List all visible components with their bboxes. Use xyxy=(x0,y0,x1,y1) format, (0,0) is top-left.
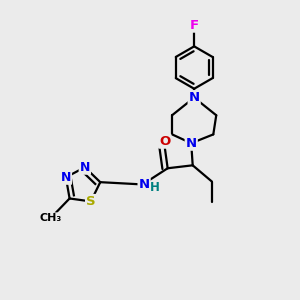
Text: N: N xyxy=(189,91,200,104)
Text: N: N xyxy=(61,171,71,184)
Text: CH₃: CH₃ xyxy=(40,213,62,223)
Text: O: O xyxy=(159,135,170,148)
Text: H: H xyxy=(150,182,160,194)
Text: N: N xyxy=(80,161,90,174)
Text: N: N xyxy=(186,137,197,150)
Text: F: F xyxy=(190,19,199,32)
Text: N: N xyxy=(139,178,150,191)
Text: S: S xyxy=(86,195,96,208)
